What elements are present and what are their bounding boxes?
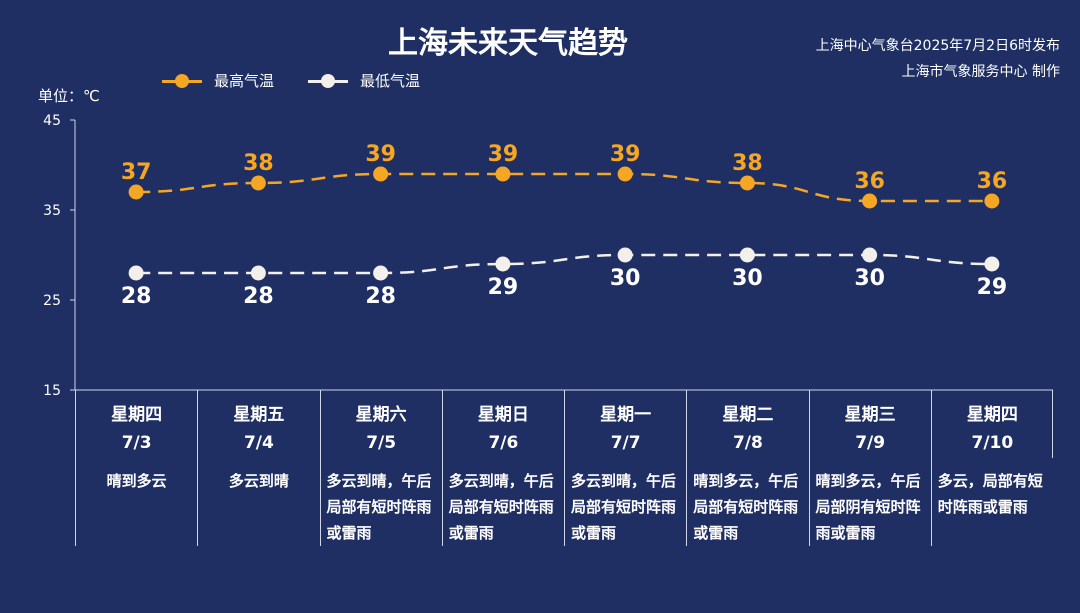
data-point-high [250, 175, 266, 191]
data-label-low: 28 [121, 284, 152, 309]
chart-title: 上海未来天气趋势 [388, 26, 628, 61]
date-label: 7/5 [366, 433, 397, 453]
weather-description: 多云，局部有短时阵雨或雷雨 [937, 472, 1043, 516]
y-tick-label: 35 [43, 203, 61, 219]
legend-swatch-low [308, 73, 349, 88]
source-info: 上海中心气象台2025年7月2日6时发布 上海市气象服务中心 制作 [816, 33, 1060, 85]
data-label-high: 38 [732, 151, 763, 176]
weather-description: 晴到多云 [106, 472, 167, 490]
data-label-low: 28 [243, 284, 274, 309]
legend-item-low: 最低气温 [308, 70, 420, 91]
day-column: 星期三 7/9 晴到多云，午后局部阴有短时阵雨或雷雨 [808, 390, 931, 546]
day-columns: 星期四 7/3 晴到多云 星期五 7/4 多云到晴 星期六 7/5 多云到晴，午后局部有短时阵雨… [75, 390, 1053, 546]
data-point-high [128, 184, 144, 200]
day-column: 星期四 7/3 晴到多云 [75, 390, 197, 546]
day-column: 星期五 7/4 多云到晴 [197, 390, 319, 546]
data-label-high: 36 [977, 169, 1008, 194]
date-label: 7/3 [121, 433, 152, 453]
data-point-low [373, 265, 389, 281]
data-label-high: 39 [488, 142, 519, 167]
data-label-low: 30 [854, 266, 885, 291]
data-label-high: 38 [243, 151, 274, 176]
date-label: 7/7 [610, 433, 641, 453]
weekday-label: 星期五 [233, 405, 285, 425]
legend-label-low: 最低气温 [360, 72, 421, 90]
weekday-label: 星期三 [844, 405, 896, 425]
y-tick-label: 25 [43, 293, 61, 309]
weather-description: 晴到多云，午后局部有短时阵雨或雷雨 [693, 472, 799, 542]
series-line-high [136, 172, 992, 203]
data-point-low [739, 247, 755, 263]
data-point-high [495, 166, 511, 182]
data-point-low [128, 265, 144, 281]
data-point-high [739, 175, 755, 191]
data-point-high [862, 193, 878, 209]
legend-swatch-high [162, 73, 202, 88]
date-label: 7/8 [732, 433, 763, 453]
weather-description: 多云到晴，午后局部有短时阵雨或雷雨 [326, 472, 432, 542]
weekday-label: 星期四 [966, 405, 1018, 425]
day-column: 星期六 7/5 多云到晴，午后局部有短时阵雨或雷雨 [319, 390, 442, 546]
weather-description: 多云到晴，午后局部有短时阵雨或雷雨 [448, 472, 554, 542]
data-point-high [984, 193, 1000, 209]
data-label-low: 30 [732, 266, 763, 291]
day-column: 星期四 7/10 多云，局部有短时阵雨或雷雨 [930, 390, 1053, 546]
data-label-low: 28 [365, 284, 396, 309]
day-column: 星期一 7/7 多云到晴，午后局部有短时阵雨或雷雨 [564, 390, 686, 546]
data-point-high [617, 166, 633, 182]
data-label-high: 36 [854, 169, 885, 194]
data-label-high: 39 [610, 142, 641, 167]
data-label-high: 39 [365, 142, 396, 167]
weekday-label: 星期一 [600, 405, 652, 425]
data-label-high: 37 [121, 160, 152, 185]
column-divider-end [1052, 390, 1053, 458]
day-column: 星期二 7/8 晴到多云，午后局部有短时阵雨或雷雨 [686, 390, 808, 546]
weather-description: 多云到晴 [228, 472, 289, 490]
date-label: 7/10 [971, 433, 1014, 453]
weekday-label: 星期二 [722, 405, 774, 425]
data-label-low: 30 [610, 266, 641, 291]
date-label: 7/9 [855, 433, 886, 453]
data-label-low: 29 [977, 275, 1008, 300]
y-tick-label: 15 [43, 383, 61, 399]
weekday-label: 星期四 [111, 405, 163, 425]
legend-item-high: 最高气温 [162, 70, 274, 91]
data-point-low [862, 247, 878, 263]
series-line-low [136, 253, 992, 275]
weekday-label: 星期六 [355, 405, 407, 425]
y-axis-unit-label: 单位：℃ [38, 87, 100, 105]
data-label-low: 29 [488, 275, 519, 300]
day-column: 星期日 7/6 多云到晴，午后局部有短时阵雨或雷雨 [441, 390, 564, 546]
source-line-1: 上海中心气象台2025年7月2日6时发布 [815, 38, 1060, 54]
data-point-low [250, 265, 266, 281]
weekday-label: 星期日 [477, 405, 529, 425]
legend-label-high: 最高气温 [214, 72, 275, 90]
legend: 最高气温 最低气温 [162, 70, 454, 91]
source-line-2: 上海市气象服务中心 制作 [901, 64, 1060, 80]
data-point-low [984, 256, 1000, 272]
data-point-low [617, 247, 633, 263]
data-point-low [495, 256, 511, 272]
weather-description: 晴到多云，午后局部阴有短时阵雨或雷雨 [815, 472, 921, 542]
date-label: 7/6 [488, 433, 519, 453]
weather-description: 多云到晴，午后局部有短时阵雨或雷雨 [571, 472, 677, 542]
date-label: 7/4 [243, 433, 274, 453]
y-tick-label: 45 [43, 113, 61, 129]
data-point-high [373, 166, 389, 182]
